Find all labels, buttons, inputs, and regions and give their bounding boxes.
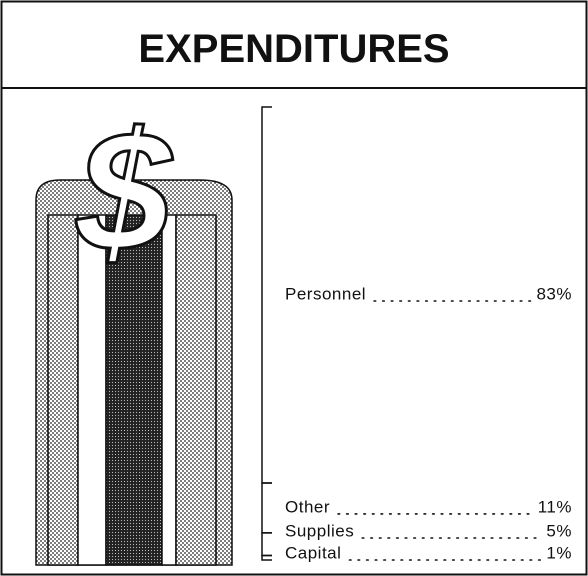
category-label: Other: [285, 497, 330, 516]
value-label: 5%: [546, 521, 572, 540]
chart-title: EXPENDITURES: [138, 27, 449, 71]
page: {"chart_data": {"type": "bar", "title": …: [0, 0, 588, 576]
value-label: 1%: [546, 543, 572, 562]
value-label: 83%: [536, 284, 572, 303]
chart: EXPENDITURES $ Personnel 83% Other 11% Suppl…: [0, 0, 588, 576]
svg-text:$: $: [76, 97, 174, 287]
category-label: Capital: [285, 543, 341, 562]
value-label: 11%: [538, 497, 572, 516]
category-label: Personnel: [285, 284, 366, 303]
category-label: Supplies: [285, 521, 354, 540]
